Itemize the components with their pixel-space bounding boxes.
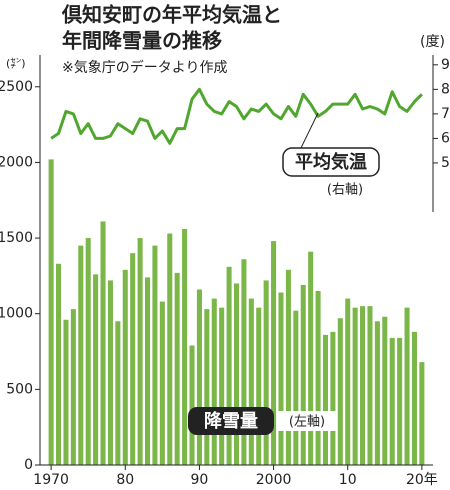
- chart-title: 年間降雪量の推移: [62, 29, 222, 53]
- bar: [70, 309, 76, 465]
- y-tick-label: 2000: [0, 154, 33, 170]
- bar: [122, 269, 128, 465]
- leader-line: [299, 112, 319, 151]
- bar: [107, 280, 113, 465]
- x-tick-label: 2000: [256, 472, 292, 488]
- bar: [167, 233, 173, 465]
- bar: [56, 263, 62, 465]
- bar: [211, 298, 217, 465]
- bar: [374, 321, 380, 465]
- bar: [315, 291, 321, 465]
- x-tick-label: 10: [339, 472, 357, 488]
- y2-tick-label: 8: [441, 81, 450, 97]
- y-tick-label: 2500: [0, 79, 33, 95]
- bar: [419, 362, 425, 465]
- bar: [337, 318, 343, 465]
- bar: [285, 269, 291, 465]
- bar: [411, 331, 417, 465]
- bar: [152, 245, 158, 465]
- y-unit: (㌢): [6, 57, 26, 70]
- bar: [85, 238, 91, 465]
- y-tick-label: 1500: [0, 230, 33, 246]
- bar: [293, 310, 299, 465]
- bar: [189, 345, 195, 465]
- bar: [300, 284, 306, 465]
- bar: [219, 307, 225, 465]
- bar: [352, 307, 358, 465]
- legend-note: (右軸): [327, 183, 363, 198]
- bar: [233, 283, 240, 465]
- bar: [397, 337, 403, 465]
- y2-tick-label: 9: [441, 57, 450, 73]
- bar: [226, 266, 232, 465]
- legend-note-bg: [278, 411, 336, 431]
- bar: [404, 307, 410, 465]
- bar: [256, 307, 262, 465]
- bar: [382, 316, 388, 465]
- chart-title: 倶知安町の年平均気温と: [61, 3, 282, 27]
- legend-box: [282, 147, 380, 177]
- chart-subtitle: ※気象庁のデータより作成: [62, 59, 227, 76]
- bar: [345, 298, 351, 465]
- y2-unit: (度): [420, 34, 445, 50]
- bar: [241, 259, 247, 465]
- bar: [174, 272, 180, 465]
- bar: [137, 238, 143, 465]
- bar: [204, 309, 210, 465]
- bar: [263, 280, 269, 465]
- bar: [182, 228, 188, 465]
- bar: [389, 337, 395, 465]
- y2-tick-label: 7: [441, 106, 450, 122]
- x-tick-label: 20年: [406, 472, 438, 488]
- bar: [196, 289, 202, 465]
- x-tick-label: 90: [191, 472, 209, 488]
- y2-tick-label: 5: [441, 155, 450, 171]
- bar: [271, 241, 277, 465]
- legend-note: (左軸): [289, 415, 325, 430]
- y-tick-label: 1000: [0, 306, 33, 322]
- bar: [144, 277, 151, 465]
- bar: [100, 221, 106, 465]
- bar: [115, 321, 121, 465]
- bar: [48, 159, 54, 465]
- y-tick-label: 0: [24, 457, 33, 473]
- bar: [63, 319, 69, 465]
- bar: [367, 306, 373, 465]
- bar: [278, 292, 284, 465]
- x-tick-label: 80: [116, 472, 134, 488]
- legend-label: 平均気温: [295, 151, 367, 173]
- bar: [93, 274, 99, 465]
- line: [50, 87, 423, 145]
- bar: [360, 306, 366, 465]
- x-tick-label: 1970: [33, 472, 69, 488]
- bar: [330, 331, 336, 465]
- y-tick-label: 500: [6, 381, 33, 397]
- bar: [308, 251, 314, 465]
- bar: [248, 298, 254, 465]
- legend-label: 降雪量: [204, 410, 258, 432]
- legend-box: [188, 407, 274, 435]
- bar: [159, 301, 165, 465]
- bar: [78, 245, 84, 465]
- bar: [130, 253, 136, 465]
- y2-tick-label: 6: [441, 130, 450, 146]
- bar: [322, 334, 329, 465]
